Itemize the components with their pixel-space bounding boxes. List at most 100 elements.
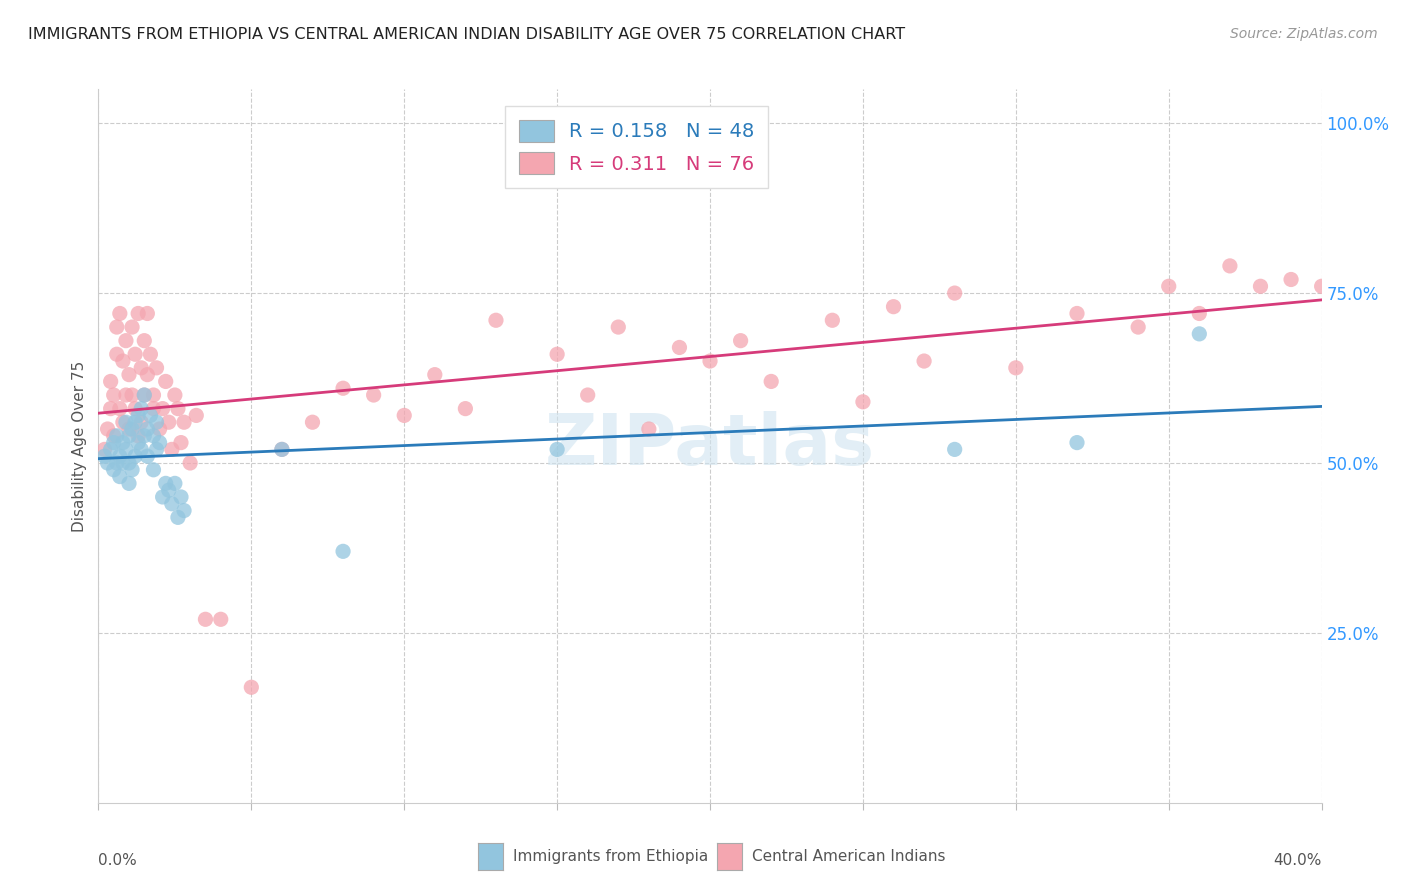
Point bbox=[139, 347, 162, 361]
Point bbox=[170, 435, 193, 450]
Point bbox=[152, 401, 174, 416]
Point bbox=[332, 381, 354, 395]
Point bbox=[170, 490, 193, 504]
Point bbox=[93, 449, 115, 463]
Point bbox=[163, 388, 186, 402]
Point bbox=[173, 415, 195, 429]
Point bbox=[118, 476, 141, 491]
Point bbox=[115, 334, 138, 348]
Point bbox=[139, 409, 162, 423]
Point bbox=[152, 490, 174, 504]
Text: 40.0%: 40.0% bbox=[1274, 853, 1322, 868]
Point bbox=[301, 415, 323, 429]
Point bbox=[103, 429, 125, 443]
Point bbox=[136, 306, 159, 320]
Point bbox=[454, 401, 477, 416]
Point bbox=[668, 341, 690, 355]
Point bbox=[134, 429, 156, 443]
Point bbox=[134, 388, 156, 402]
Point bbox=[485, 313, 508, 327]
Point bbox=[136, 449, 159, 463]
Point bbox=[121, 463, 143, 477]
Point bbox=[115, 442, 138, 457]
Point bbox=[155, 476, 177, 491]
Point bbox=[134, 334, 156, 348]
Point bbox=[111, 354, 134, 368]
Point bbox=[883, 300, 905, 314]
Point bbox=[1219, 259, 1241, 273]
Point bbox=[108, 449, 131, 463]
Point bbox=[194, 612, 217, 626]
Point bbox=[124, 449, 146, 463]
Point bbox=[121, 422, 143, 436]
Point bbox=[332, 544, 354, 558]
Point bbox=[546, 442, 568, 457]
Point bbox=[163, 476, 186, 491]
Point bbox=[142, 429, 165, 443]
Point bbox=[127, 435, 149, 450]
Point bbox=[160, 442, 183, 457]
Point bbox=[97, 456, 120, 470]
Point bbox=[167, 401, 190, 416]
Point bbox=[136, 368, 159, 382]
Point bbox=[127, 409, 149, 423]
Point bbox=[108, 469, 131, 483]
Point bbox=[149, 435, 172, 450]
Point bbox=[124, 347, 146, 361]
Point bbox=[103, 388, 125, 402]
Point bbox=[118, 429, 141, 443]
Point bbox=[1188, 306, 1211, 320]
Point bbox=[423, 368, 446, 382]
Point bbox=[100, 401, 122, 416]
Point bbox=[637, 422, 661, 436]
Point bbox=[105, 320, 128, 334]
Point bbox=[1066, 435, 1088, 450]
Point bbox=[546, 347, 568, 361]
Text: Immigrants from Ethiopia: Immigrants from Ethiopia bbox=[513, 849, 709, 863]
Point bbox=[108, 306, 131, 320]
Point bbox=[363, 388, 385, 402]
Text: ZIPatlas: ZIPatlas bbox=[546, 411, 875, 481]
Point bbox=[157, 415, 180, 429]
Point bbox=[129, 442, 152, 457]
Point bbox=[111, 435, 134, 450]
Point bbox=[145, 415, 167, 429]
Point bbox=[912, 354, 935, 368]
Point bbox=[97, 422, 120, 436]
Point bbox=[1279, 272, 1302, 286]
Text: 0.0%: 0.0% bbox=[98, 853, 138, 868]
Point bbox=[155, 375, 177, 389]
Point bbox=[111, 415, 134, 429]
Point bbox=[576, 388, 599, 402]
Point bbox=[129, 401, 152, 416]
Point bbox=[1066, 306, 1088, 320]
Point bbox=[1188, 326, 1211, 341]
Point bbox=[103, 463, 125, 477]
Point bbox=[105, 429, 128, 443]
Point bbox=[118, 422, 141, 436]
Point bbox=[852, 394, 875, 409]
Point bbox=[149, 422, 172, 436]
Point bbox=[108, 401, 131, 416]
Point bbox=[699, 354, 721, 368]
Point bbox=[730, 334, 752, 348]
Point bbox=[1157, 279, 1180, 293]
Point bbox=[100, 442, 122, 457]
Text: IMMIGRANTS FROM ETHIOPIA VS CENTRAL AMERICAN INDIAN DISABILITY AGE OVER 75 CORRE: IMMIGRANTS FROM ETHIOPIA VS CENTRAL AMER… bbox=[28, 27, 905, 42]
Point bbox=[209, 612, 232, 626]
Point bbox=[111, 456, 134, 470]
Point bbox=[105, 456, 128, 470]
Point bbox=[157, 483, 180, 498]
Point bbox=[121, 388, 143, 402]
Point bbox=[115, 415, 138, 429]
Point bbox=[607, 320, 630, 334]
Point bbox=[100, 375, 122, 389]
Point bbox=[821, 313, 844, 327]
Point bbox=[127, 429, 149, 443]
Point bbox=[160, 497, 183, 511]
Text: Central American Indians: Central American Indians bbox=[752, 849, 946, 863]
Point bbox=[124, 415, 146, 429]
Point bbox=[103, 435, 125, 450]
Point bbox=[142, 388, 165, 402]
Text: Source: ZipAtlas.com: Source: ZipAtlas.com bbox=[1230, 27, 1378, 41]
